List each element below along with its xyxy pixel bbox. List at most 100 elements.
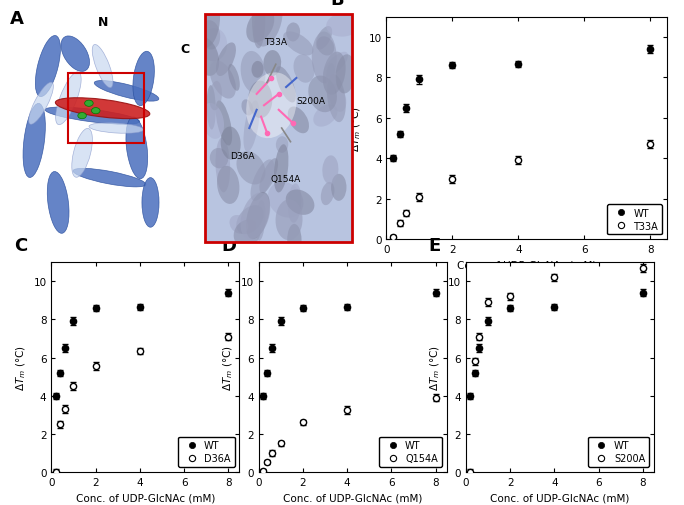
Ellipse shape [215, 138, 230, 193]
Ellipse shape [92, 109, 100, 115]
Ellipse shape [36, 36, 60, 97]
Ellipse shape [23, 104, 45, 178]
Ellipse shape [329, 84, 346, 113]
Ellipse shape [85, 101, 93, 107]
Ellipse shape [241, 193, 270, 240]
X-axis label: Conc. of UDP-GlcNAc (mM): Conc. of UDP-GlcNAc (mM) [490, 492, 629, 502]
Ellipse shape [276, 137, 288, 154]
Ellipse shape [250, 160, 274, 201]
Ellipse shape [217, 167, 239, 205]
Ellipse shape [133, 52, 155, 107]
Ellipse shape [207, 86, 215, 130]
Ellipse shape [94, 81, 159, 102]
Ellipse shape [259, 159, 278, 193]
Ellipse shape [287, 224, 302, 256]
Ellipse shape [293, 55, 315, 83]
Ellipse shape [200, 21, 220, 50]
Legend: WT, Q154A: WT, Q154A [379, 437, 442, 467]
Ellipse shape [236, 206, 264, 235]
Ellipse shape [326, 64, 337, 100]
Text: S200A: S200A [297, 97, 326, 106]
X-axis label: Conc. of UDP-GlcNAc (mM): Conc. of UDP-GlcNAc (mM) [76, 492, 215, 502]
Ellipse shape [268, 182, 304, 218]
Ellipse shape [73, 169, 146, 187]
Ellipse shape [316, 27, 332, 50]
Ellipse shape [237, 152, 265, 185]
Text: E: E [428, 236, 440, 254]
Ellipse shape [241, 52, 265, 94]
X-axis label: Conc. of UDP-GlcNAc (mM): Conc. of UDP-GlcNAc (mM) [283, 492, 422, 502]
Ellipse shape [276, 67, 296, 103]
Ellipse shape [89, 124, 144, 134]
Ellipse shape [241, 100, 253, 116]
Ellipse shape [286, 190, 315, 216]
Text: D: D [221, 236, 236, 254]
Bar [68, 74, 144, 143]
Ellipse shape [55, 98, 150, 119]
Ellipse shape [321, 182, 334, 206]
Ellipse shape [142, 178, 159, 228]
Ellipse shape [323, 53, 345, 95]
Ellipse shape [252, 62, 263, 79]
Ellipse shape [126, 118, 148, 179]
Ellipse shape [286, 23, 300, 42]
Legend: WT, T33A: WT, T33A [607, 205, 662, 235]
Ellipse shape [252, 0, 265, 49]
Ellipse shape [221, 127, 241, 161]
Ellipse shape [308, 76, 337, 113]
X-axis label: Conc. of UDP-GlcNAc (mM): Conc. of UDP-GlcNAc (mM) [457, 260, 596, 270]
Ellipse shape [230, 216, 248, 234]
Ellipse shape [312, 32, 337, 84]
Text: N: N [97, 16, 108, 29]
Ellipse shape [202, 104, 224, 139]
Ellipse shape [215, 101, 232, 146]
Ellipse shape [55, 73, 81, 125]
Ellipse shape [288, 107, 309, 134]
Ellipse shape [193, 37, 219, 77]
Y-axis label: $\Delta T_m$ (°C): $\Delta T_m$ (°C) [350, 106, 363, 152]
Y-axis label: $\Delta T_m$ (°C): $\Delta T_m$ (°C) [429, 344, 443, 390]
Ellipse shape [228, 65, 240, 91]
Ellipse shape [61, 37, 90, 72]
Ellipse shape [234, 220, 261, 248]
Ellipse shape [246, 192, 270, 239]
Ellipse shape [324, 53, 348, 78]
Ellipse shape [246, 9, 274, 43]
Text: D36A: D36A [230, 152, 254, 161]
Text: B: B [330, 0, 344, 9]
Ellipse shape [210, 148, 228, 169]
Ellipse shape [322, 156, 339, 185]
Ellipse shape [331, 174, 347, 201]
Ellipse shape [209, 82, 222, 111]
Ellipse shape [78, 113, 86, 120]
Ellipse shape [29, 83, 53, 125]
Ellipse shape [263, 51, 281, 77]
Ellipse shape [47, 172, 69, 234]
Ellipse shape [313, 105, 337, 127]
Ellipse shape [327, 75, 346, 123]
Ellipse shape [210, 61, 236, 99]
Text: T33A: T33A [264, 38, 287, 47]
Ellipse shape [246, 73, 297, 139]
Legend: WT, D36A: WT, D36A [178, 437, 235, 467]
Legend: WT, S200A: WT, S200A [588, 437, 649, 467]
Text: C: C [180, 43, 189, 56]
Ellipse shape [92, 45, 113, 88]
Y-axis label: $\Delta T_m$ (°C): $\Delta T_m$ (°C) [14, 344, 28, 390]
Ellipse shape [198, 0, 220, 48]
Ellipse shape [326, 14, 360, 37]
Ellipse shape [72, 129, 92, 178]
Text: Q154A: Q154A [271, 174, 301, 183]
Ellipse shape [45, 108, 140, 125]
Ellipse shape [336, 55, 356, 94]
Ellipse shape [216, 43, 236, 77]
Text: C: C [14, 236, 27, 254]
Ellipse shape [276, 200, 302, 241]
Ellipse shape [274, 145, 289, 193]
Ellipse shape [200, 29, 227, 62]
Ellipse shape [256, 201, 265, 241]
Bar [144, 74, 146, 143]
Y-axis label: $\Delta T_m$ (°C): $\Delta T_m$ (°C) [222, 344, 235, 390]
Ellipse shape [244, 101, 259, 153]
Text: A: A [10, 10, 24, 28]
